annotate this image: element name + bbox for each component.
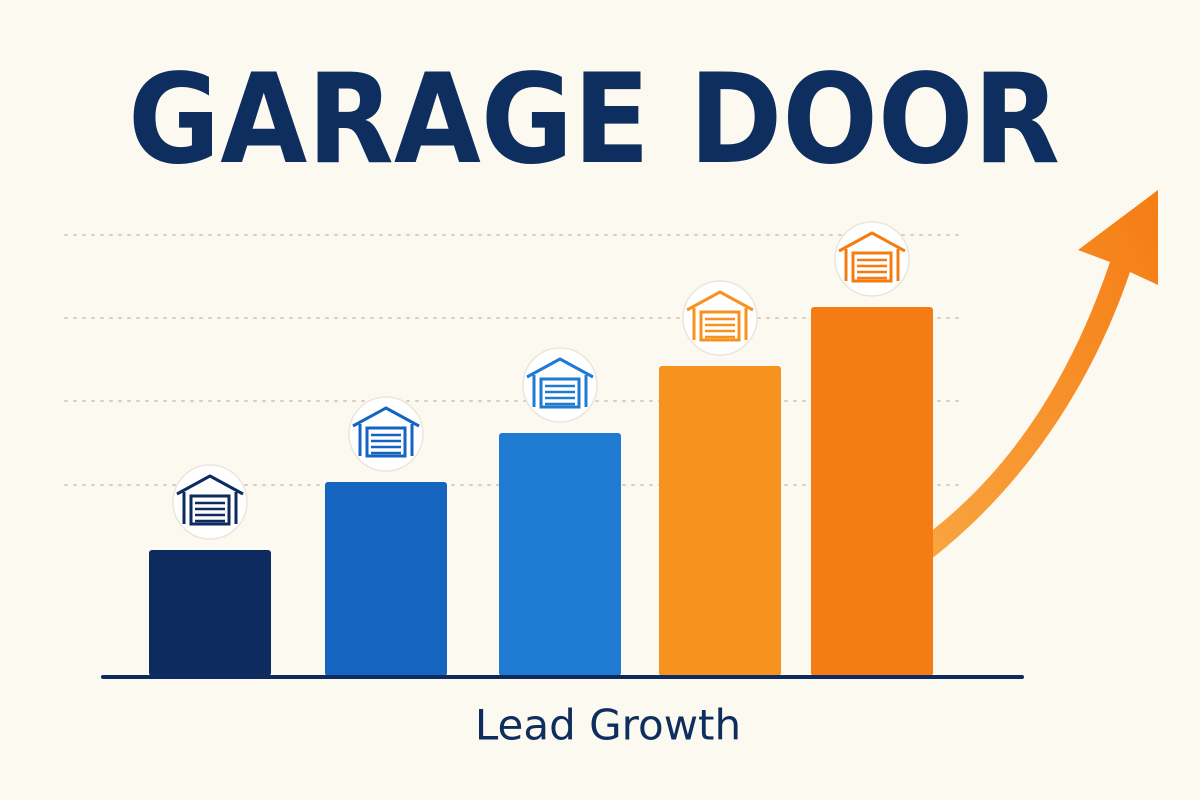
garage-icon	[348, 396, 424, 472]
bar	[659, 366, 781, 676]
icon-door	[189, 494, 231, 526]
bar	[149, 550, 271, 676]
icon-roof	[176, 474, 244, 496]
x-axis-label: Lead Growth	[475, 701, 741, 750]
bars	[149, 221, 933, 676]
icon-walls	[844, 249, 900, 281]
icon-roof	[838, 231, 906, 253]
icon-door	[539, 377, 581, 409]
bar	[811, 307, 933, 676]
icon-walls	[532, 375, 588, 407]
icon-walls	[358, 424, 414, 456]
icon-walls	[182, 492, 238, 524]
icon-door	[699, 310, 741, 342]
icon-door	[851, 251, 893, 283]
garage-icon	[172, 464, 248, 540]
icon-walls	[692, 308, 748, 340]
icon-roof	[352, 406, 420, 428]
growth-arrow	[930, 190, 1158, 560]
icon-roof	[526, 357, 594, 379]
bar	[325, 482, 447, 676]
garage-icon	[834, 221, 910, 297]
bar	[499, 433, 621, 676]
garage-icon	[682, 280, 758, 356]
chart-title: GARAGE DOOR	[128, 48, 1060, 192]
icon-roof	[686, 290, 754, 312]
icon-door	[365, 426, 407, 458]
garage-icon	[522, 347, 598, 423]
